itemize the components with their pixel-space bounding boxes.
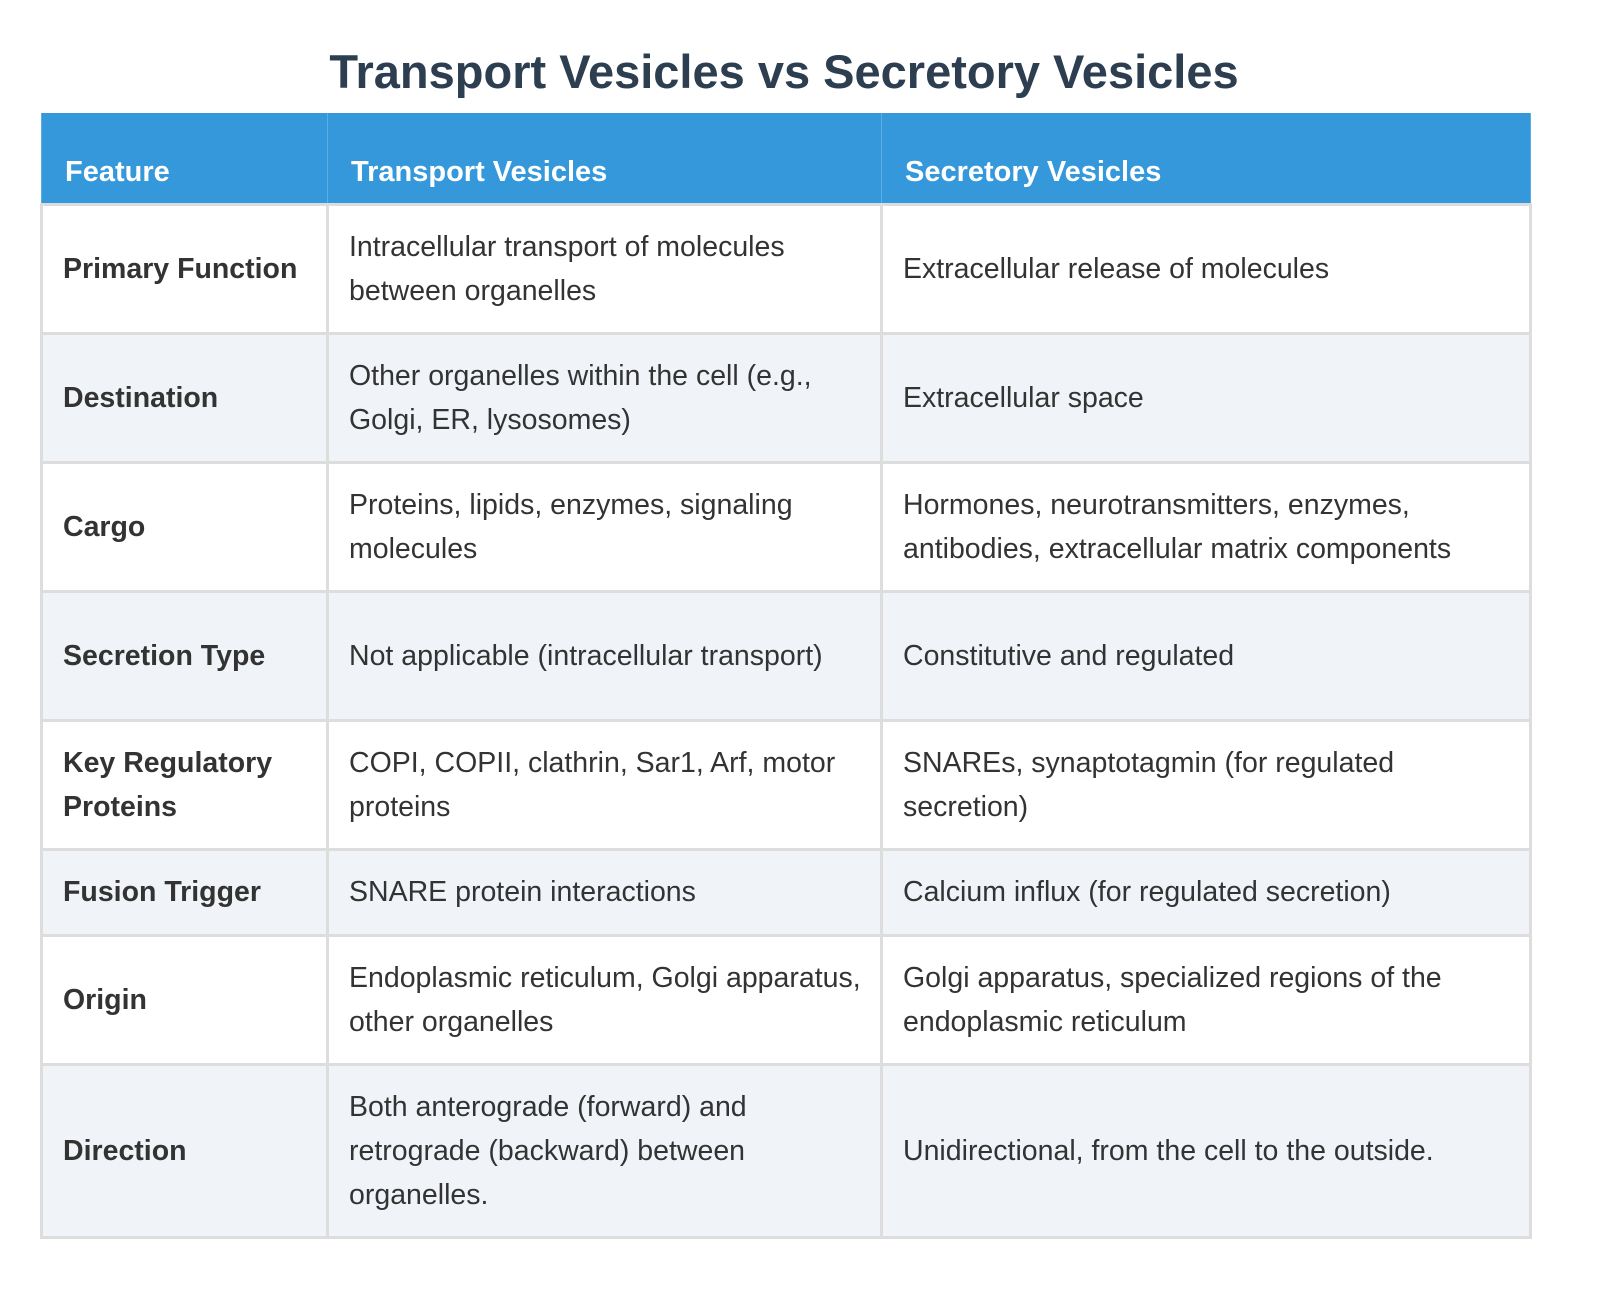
feature-cell: Key Regulatory Proteins bbox=[40, 718, 329, 851]
table-row: Secretion Type Not applicable (intracellu… bbox=[40, 589, 1532, 722]
table-row: Cargo Proteins, lipids, enzymes, signalin… bbox=[40, 460, 1532, 593]
secretory-cell: SNAREs, synaptotagmin (for regulated sec… bbox=[880, 718, 1532, 851]
table-row: Direction Both anterograde (forward) and … bbox=[40, 1062, 1532, 1239]
feature-cell: Origin bbox=[40, 933, 329, 1066]
header-transport-vesicles: Transport Vesicles bbox=[327, 113, 882, 204]
table-row: Origin Endoplasmic reticulum, Golgi appar… bbox=[40, 933, 1532, 1066]
secretory-cell: Extracellular release of molecules bbox=[880, 202, 1532, 335]
header-secretory-vesicles: Secretory Vesicles bbox=[881, 113, 1531, 204]
transport-cell: Proteins, lipids, enzymes, signaling mol… bbox=[326, 460, 883, 593]
transport-cell: Both anterograde (forward) and retrograd… bbox=[326, 1062, 883, 1239]
secretory-cell: Constitutive and regulated bbox=[880, 589, 1532, 722]
transport-cell: Endoplasmic reticulum, Golgi apparatus, … bbox=[326, 933, 883, 1066]
table-row: Fusion Trigger SNARE protein interactions… bbox=[40, 847, 1532, 937]
page-title: Transport Vesicles vs Secretory Vesicles bbox=[329, 45, 1239, 98]
feature-cell: Fusion Trigger bbox=[40, 847, 329, 937]
transport-cell: COPI, COPII, clathrin, Sar1, Arf, motor … bbox=[326, 718, 883, 851]
table-header-row: Feature Transport Vesicles Secretory Ves… bbox=[41, 113, 1531, 204]
secretory-cell: Hormones, neurotransmitters, enzymes, an… bbox=[880, 460, 1532, 593]
table-row: Primary Function Intracellular transport … bbox=[40, 202, 1532, 335]
feature-cell: Direction bbox=[40, 1062, 329, 1239]
secretory-cell: Golgi apparatus, specialized regions of … bbox=[880, 933, 1532, 1066]
comparison-table: Feature Transport Vesicles Secretory Ves… bbox=[40, 113, 1532, 1239]
transport-cell: Not applicable (intracellular transport) bbox=[326, 589, 883, 722]
feature-cell: Secretion Type bbox=[40, 589, 329, 722]
transport-cell: SNARE protein interactions bbox=[326, 847, 883, 937]
feature-cell: Primary Function bbox=[40, 202, 329, 335]
feature-cell: Cargo bbox=[40, 460, 329, 593]
header-feature: Feature bbox=[41, 113, 328, 204]
secretory-cell: Unidirectional, from the cell to the out… bbox=[880, 1062, 1532, 1239]
feature-cell: Destination bbox=[40, 331, 329, 464]
secretory-cell: Extracellular space bbox=[880, 331, 1532, 464]
table-row: Destination Other organelles within the c… bbox=[40, 331, 1532, 464]
transport-cell: Other organelles within the cell (e.g., … bbox=[326, 331, 883, 464]
transport-cell: Intracellular transport of molecules bet… bbox=[326, 202, 883, 335]
secretory-cell: Calcium influx (for regulated secretion) bbox=[880, 847, 1532, 937]
table-row: Key Regulatory Proteins COPI, COPII, clat… bbox=[40, 718, 1532, 851]
